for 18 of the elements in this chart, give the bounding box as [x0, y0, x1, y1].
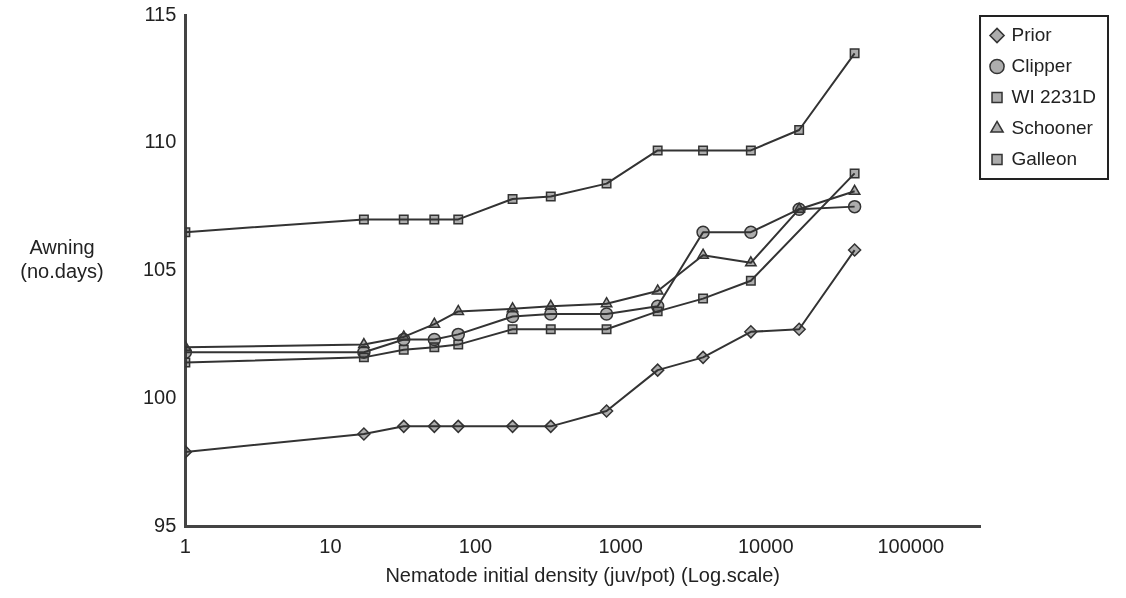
legend-label: Clipper: [1011, 54, 1073, 76]
y-tick-label: 115: [144, 2, 177, 25]
legend-label: Galleon: [1011, 147, 1078, 169]
y-tick-label: 105: [142, 258, 177, 281]
x-tick-label: 1: [179, 534, 191, 557]
x-tick-label: 1000: [598, 534, 643, 557]
x-tick-label: 100: [458, 534, 493, 557]
legend-label: Prior: [1011, 23, 1053, 45]
y-tick-label: 95: [154, 513, 177, 536]
x-axis-title: Nematode initial density (juv/pot) (Log.scale): [385, 563, 781, 586]
x-tick-label: 10000: [737, 534, 794, 557]
y-axis-title: Awning (no.days): [20, 236, 104, 283]
y-tick-label: 100: [142, 385, 177, 408]
x-tick-label: 100000: [877, 534, 945, 557]
x-tick-label: 10: [319, 534, 342, 557]
y-tick-label: 110: [144, 130, 177, 153]
legend-label: Schooner: [1011, 116, 1094, 138]
legend-label: WI 2231D: [1011, 85, 1096, 107]
